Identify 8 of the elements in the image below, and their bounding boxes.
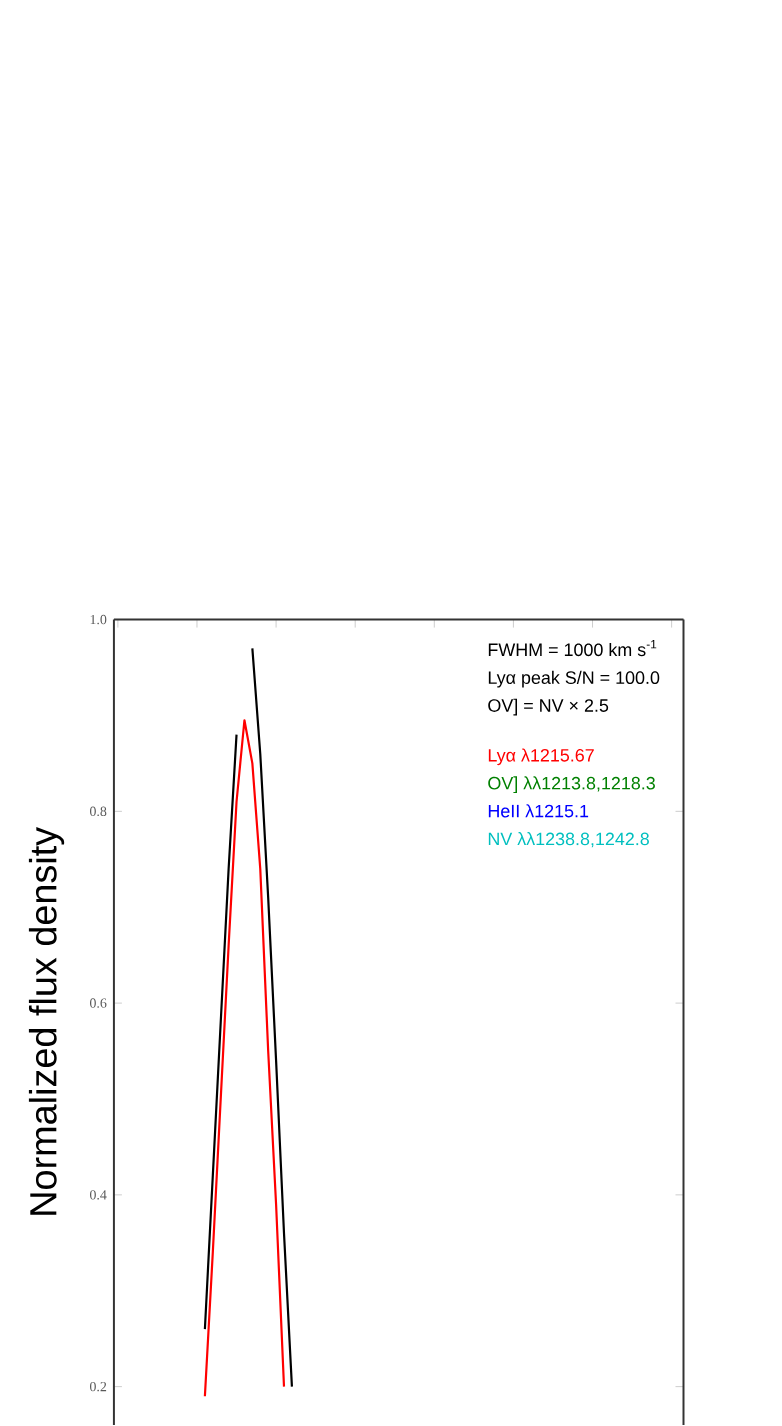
- y-axis-title: Normalized flux density: [29, 826, 65, 1215]
- annotation: Lyα peak S/N = 100.0: [489, 670, 660, 688]
- legend-label: HeII λ1215.1: [489, 804, 589, 818]
- legend-label: NV λλ1238.8,1242.8: [489, 832, 650, 848]
- text: Lyα λ1215.67: [489, 748, 595, 766]
- annotation: FWHM = 1000 km s$^{-1}$: [489, 640, 657, 657]
- legend-label: OV] λλ1213.8,1218.3: [488, 776, 656, 794]
- annotation: OV] = NV × 2.5: [488, 698, 609, 716]
